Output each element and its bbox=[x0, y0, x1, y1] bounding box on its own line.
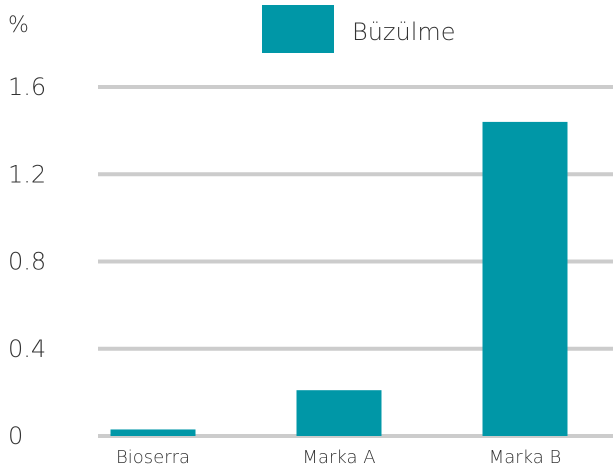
y-axis-label: % bbox=[8, 13, 29, 38]
y-tick-label: 1.2 bbox=[8, 160, 46, 188]
bar bbox=[482, 121, 568, 437]
y-tick-label: 0.8 bbox=[8, 248, 46, 276]
bar bbox=[110, 429, 196, 436]
legend-swatch bbox=[262, 5, 334, 53]
bar bbox=[296, 390, 382, 436]
legend-label: Büzülme bbox=[352, 18, 456, 46]
y-tick-label: 0 bbox=[8, 422, 23, 450]
x-tick-label: Marka A bbox=[302, 447, 375, 468]
y-tick-label: 1.6 bbox=[8, 73, 46, 101]
y-tick-label: 0.4 bbox=[8, 335, 46, 363]
x-tick-label: Marka B bbox=[489, 447, 562, 468]
x-tick-label: Bioserra bbox=[116, 447, 190, 468]
